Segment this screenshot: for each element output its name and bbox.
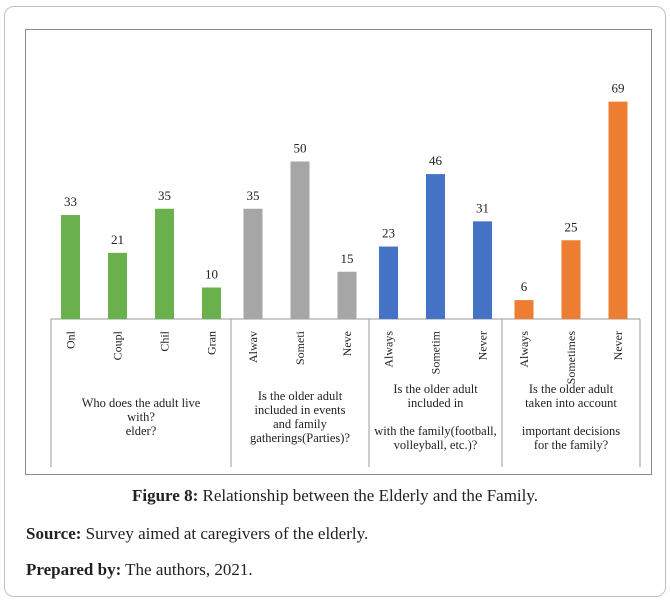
group-label: Who does the adult live with? elder? [82, 396, 201, 438]
group-label-line: included in events [255, 403, 346, 417]
group-label-line: Is the older adult [393, 382, 478, 396]
category-label: Always [517, 331, 531, 368]
data-label: 46 [429, 153, 443, 168]
bar [202, 287, 221, 319]
bar [473, 221, 492, 319]
bar [514, 300, 534, 319]
data-label: 23 [382, 226, 395, 241]
data-label: 10 [205, 267, 218, 282]
group-label-line: with the family(football, [374, 424, 497, 438]
bar [108, 252, 127, 319]
category-label: Never [611, 331, 625, 360]
category-label: Chil [158, 330, 172, 351]
group-label: Is the older adult taken into account impo… [522, 382, 620, 452]
category-label: Onl [64, 330, 78, 349]
group-label-line: with? [127, 410, 155, 424]
category-label: Alwav [246, 331, 260, 363]
figure-label: Figure 8: [131, 486, 199, 505]
source-label: Source: [26, 524, 82, 543]
prepared-line: Prepared by: The authors, 2021. [26, 560, 253, 580]
figure-caption: Figure 8: Relationship between the Elder… [0, 486, 670, 506]
data-label: 15 [341, 251, 354, 266]
data-label: 6 [521, 279, 528, 294]
bar [290, 161, 310, 319]
category-label: Sometim [429, 330, 443, 374]
category-label: Neve [340, 331, 354, 356]
data-label: 31 [476, 200, 489, 215]
bar [426, 174, 445, 319]
bar [561, 240, 581, 319]
data-label: 21 [111, 232, 124, 247]
group-label-line: for the family? [534, 438, 609, 452]
bar-chart: 33 Onl 21 Coupl 35 Chil 10 Gran Who does the adu… [50, 81, 641, 467]
bar [155, 208, 174, 319]
group-label: Is the older adult included in with the fa… [374, 382, 497, 452]
group-label-line: important decisions [522, 424, 620, 438]
group-label-line: taken into account [525, 396, 617, 410]
data-label: 50 [294, 141, 307, 156]
group-label-line: Is the older adult [258, 389, 343, 403]
group-label-line: elder? [126, 424, 157, 438]
group-label-line: and family [273, 417, 328, 431]
data-label: 25 [565, 219, 578, 234]
bar [61, 215, 80, 319]
bar [379, 246, 398, 319]
data-label: 35 [158, 188, 171, 203]
prepared-text: The authors, 2021. [121, 560, 253, 579]
prepared-label: Prepared by: [26, 560, 122, 579]
category-label: Gran [205, 331, 219, 355]
source-line: Source: Survey aimed at caregivers of th… [26, 524, 368, 544]
chart-area: 33 Onl 21 Coupl 35 Chil 10 Gran Who does the adu… [25, 29, 652, 475]
source-text: Survey aimed at caregivers of the elderl… [81, 524, 369, 543]
bar [337, 271, 357, 319]
group-label-line: volleyball, etc.)? [394, 438, 478, 452]
data-label: 35 [247, 188, 260, 203]
category-label: Sometimes [564, 331, 578, 385]
bar [608, 101, 628, 320]
category-label: Coupl [111, 330, 125, 360]
category-label: Never [476, 331, 490, 360]
group-label-line: Who does the adult live [82, 396, 201, 410]
category-label: Someti [293, 330, 307, 365]
figure-frame: 33 Onl 21 Coupl 35 Chil 10 Gran Who does the adu… [4, 6, 666, 597]
category-label: Always [382, 331, 396, 368]
group-label-line: gatherings(Parties)? [250, 431, 350, 445]
group-label-line: included in [408, 396, 465, 410]
group-label-line: Is the older adult [529, 382, 614, 396]
group-label: Is the older adult included in events and … [250, 389, 350, 445]
data-label: 69 [612, 81, 625, 96]
figure-title: Relationship between the Elderly and the… [198, 486, 539, 505]
bar [243, 208, 263, 319]
data-label: 33 [64, 194, 77, 209]
